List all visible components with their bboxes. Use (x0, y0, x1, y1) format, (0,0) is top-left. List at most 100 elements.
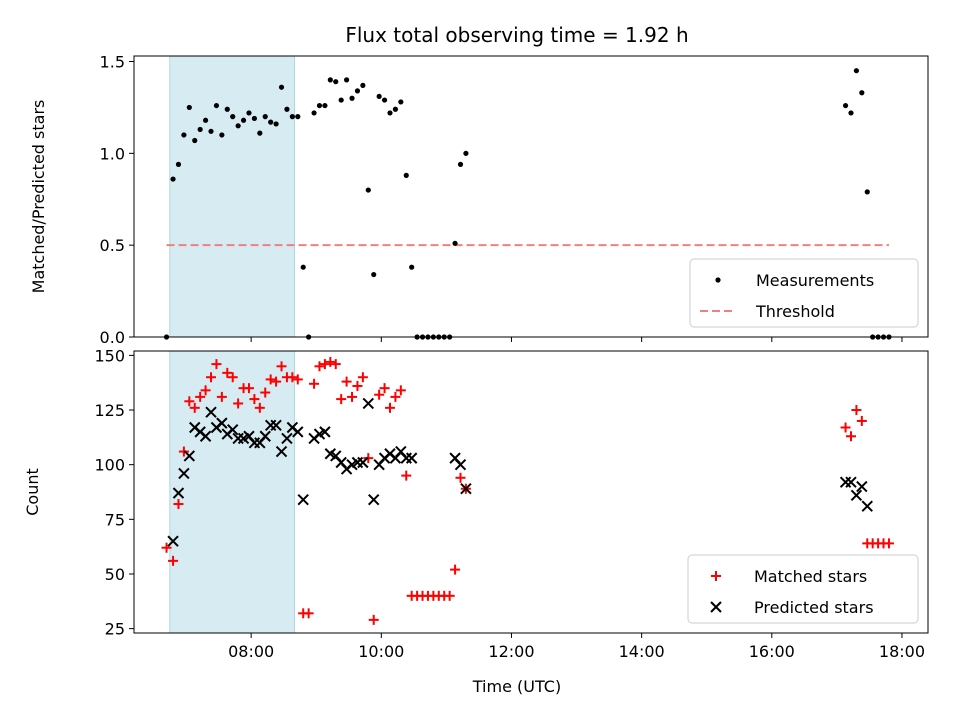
matched-star-point (206, 372, 217, 383)
measurement-point (371, 271, 377, 278)
y-tick-label: 150 (94, 346, 125, 365)
measurement-point (181, 132, 187, 138)
matched-star-point (347, 391, 358, 402)
x-tick-label: 12:00 (488, 642, 534, 661)
legend-marker-plus (711, 571, 721, 581)
matched-star-point (401, 470, 412, 481)
measurement-point (246, 110, 252, 116)
x-tick-label: 16:00 (749, 642, 795, 661)
matched-star-point (260, 387, 271, 398)
legend-label: Measurements (756, 271, 874, 290)
x-tick-label: 18:00 (879, 642, 925, 661)
measurement-point (864, 189, 870, 195)
matched-star-point (211, 359, 222, 370)
matched-star-point (379, 383, 390, 394)
measurement-point (457, 161, 464, 167)
measurement-point (365, 187, 371, 193)
predicted-star-point (861, 500, 873, 512)
legend-marker-x (710, 601, 722, 613)
measurement-point (316, 102, 323, 109)
matched-star-point (450, 564, 461, 575)
y-tick-label: 100 (94, 456, 125, 475)
measurement-point (175, 161, 182, 167)
matched-star-point (341, 376, 352, 387)
legend-box (687, 554, 919, 624)
measurement-point (295, 114, 301, 120)
matched-star-point (195, 391, 206, 402)
matched-star-point (336, 394, 347, 405)
matched-star-point (168, 555, 179, 566)
y-tick-label: 75 (105, 510, 125, 529)
matched-star-point (276, 361, 287, 372)
y-tick-label: 1.5 (100, 53, 125, 72)
matched-star-point (233, 398, 244, 409)
observing-window-band (169, 55, 296, 338)
y-tick-label: 25 (105, 620, 125, 639)
matched-star-point (303, 608, 314, 619)
matched-star-point (287, 372, 298, 383)
predicted-star-point (270, 419, 282, 432)
legend-entry: Measurements (715, 271, 874, 290)
matched-star-point (249, 394, 260, 405)
matched-star-point (200, 385, 211, 396)
measurement-point (392, 106, 399, 112)
measurement-point (842, 102, 849, 109)
measurement-point (278, 84, 285, 90)
legend-box (689, 258, 919, 328)
legend-entry: Matched stars (711, 567, 867, 586)
measurement-point (859, 90, 865, 96)
measurement-point (349, 95, 355, 101)
measurement-point (300, 264, 306, 270)
predicted-star-point (845, 476, 857, 488)
measurement-point (257, 130, 263, 136)
legend-entry: Predicted stars (710, 598, 874, 617)
measurement-point (197, 126, 203, 133)
measurement-point (333, 79, 339, 85)
measurement-point (268, 119, 274, 125)
matched-star-point (851, 405, 862, 416)
matched-star-point (243, 383, 254, 394)
measurement-point (853, 68, 860, 74)
matched-star-point (314, 361, 325, 372)
matched-star-point (254, 402, 265, 413)
matched-star-point (222, 367, 233, 378)
measurement-point (354, 88, 361, 94)
legend-label: Predicted stars (754, 598, 874, 617)
x-tick-label: 10:00 (358, 642, 404, 661)
measurement-point (186, 104, 192, 111)
predicted-star-point (297, 493, 309, 506)
measurement-point (452, 240, 458, 246)
measurement-point (202, 117, 209, 123)
measurement-point (208, 128, 214, 134)
matched-star-point (161, 542, 172, 553)
measurement-point (289, 114, 295, 120)
matched-star-point (444, 590, 455, 601)
ratio-panel: 0.0 0.5 1.0 1.5 Matched/Predicted stars Mea… (29, 53, 929, 347)
count-y-axis-label: Count (23, 468, 42, 516)
predicted-star-point (357, 456, 369, 469)
measurement-point (403, 172, 409, 178)
measurement-point (219, 132, 225, 138)
measurement-points (163, 68, 892, 340)
matched-star-point (883, 538, 894, 549)
measurement-point (463, 150, 469, 156)
predicted-star-point (319, 426, 331, 438)
legend-entry: Threshold (700, 302, 835, 321)
predicted-star-point (856, 480, 868, 493)
predicted-star-point (167, 535, 179, 547)
matched-star-point (319, 359, 330, 370)
ratio-y-ticks: 0.0 0.5 1.0 1.5 (100, 53, 134, 347)
matched-star-point (395, 385, 406, 396)
matched-star-point (309, 378, 320, 389)
predicted-star-point (172, 487, 185, 499)
y-tick-label: 1.0 (100, 144, 125, 163)
matched-star-point (227, 372, 238, 383)
measurement-point (213, 102, 220, 109)
count-panel: 08:00 10:00 12:00 14:00 16:00 18:00 25 50 75 100… (23, 346, 929, 661)
measurement-point (338, 97, 344, 103)
x-tick-label: 14:00 (619, 642, 665, 661)
y-tick-label: 0.0 (100, 328, 125, 347)
measurement-point (230, 114, 236, 120)
matched-star-point (173, 499, 184, 510)
matched-star-point (840, 422, 851, 433)
